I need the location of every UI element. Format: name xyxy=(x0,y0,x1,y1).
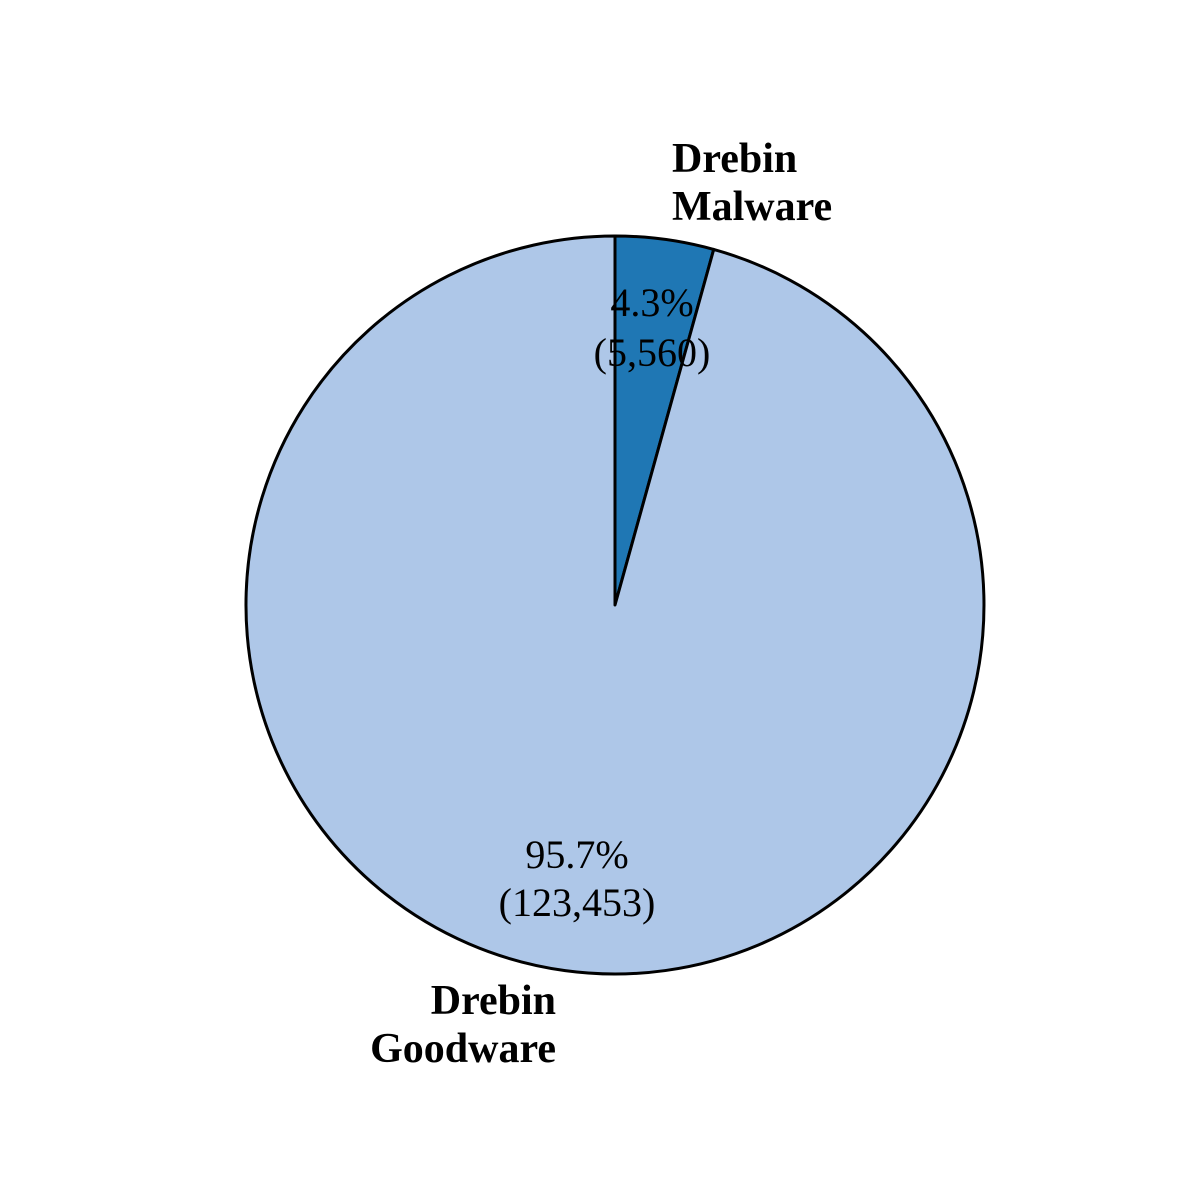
goodware-percent-label: 95.7% xyxy=(525,832,628,877)
malware-count-label: (5,560) xyxy=(594,330,711,375)
labels-layer: 4.3% (5,560) 95.7% (123,453) Drebin Malw… xyxy=(370,136,832,1072)
malware-category-label-line-1: Drebin xyxy=(672,136,797,182)
goodware-category-label-line-1: Drebin xyxy=(431,978,556,1024)
malware-percent-label: 4.3% xyxy=(610,280,693,325)
slices-layer xyxy=(244,234,986,976)
goodware-category-label-line-2: Goodware xyxy=(370,1026,556,1072)
pie-slice-drebin-goodware xyxy=(244,234,986,976)
goodware-count-label: (123,453) xyxy=(499,880,656,925)
malware-category-label-line-2: Malware xyxy=(672,184,832,230)
